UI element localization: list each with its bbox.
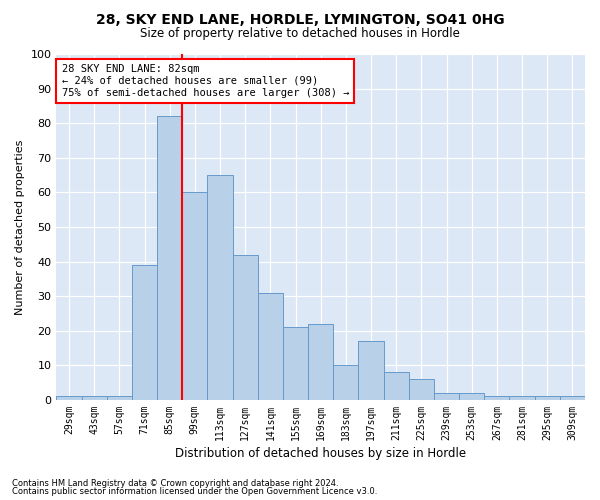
Bar xyxy=(182,192,208,400)
Bar xyxy=(308,324,333,400)
X-axis label: Distribution of detached houses by size in Hordle: Distribution of detached houses by size … xyxy=(175,447,466,460)
Bar xyxy=(509,396,535,400)
Bar xyxy=(283,328,308,400)
Bar xyxy=(358,341,383,400)
Bar xyxy=(333,366,358,400)
Text: Contains public sector information licensed under the Open Government Licence v3: Contains public sector information licen… xyxy=(12,487,377,496)
Bar xyxy=(409,379,434,400)
Y-axis label: Number of detached properties: Number of detached properties xyxy=(15,140,25,314)
Bar xyxy=(82,396,107,400)
Bar xyxy=(132,265,157,400)
Bar xyxy=(383,372,409,400)
Bar xyxy=(535,396,560,400)
Text: 28, SKY END LANE, HORDLE, LYMINGTON, SO41 0HG: 28, SKY END LANE, HORDLE, LYMINGTON, SO4… xyxy=(95,12,505,26)
Bar xyxy=(434,393,459,400)
Bar xyxy=(56,396,82,400)
Bar xyxy=(560,396,585,400)
Text: 28 SKY END LANE: 82sqm
← 24% of detached houses are smaller (99)
75% of semi-det: 28 SKY END LANE: 82sqm ← 24% of detached… xyxy=(62,64,349,98)
Bar xyxy=(258,292,283,400)
Bar xyxy=(208,175,233,400)
Bar xyxy=(157,116,182,400)
Bar xyxy=(107,396,132,400)
Bar xyxy=(459,393,484,400)
Text: Contains HM Land Registry data © Crown copyright and database right 2024.: Contains HM Land Registry data © Crown c… xyxy=(12,478,338,488)
Text: Size of property relative to detached houses in Hordle: Size of property relative to detached ho… xyxy=(140,28,460,40)
Bar xyxy=(484,396,509,400)
Bar xyxy=(233,254,258,400)
